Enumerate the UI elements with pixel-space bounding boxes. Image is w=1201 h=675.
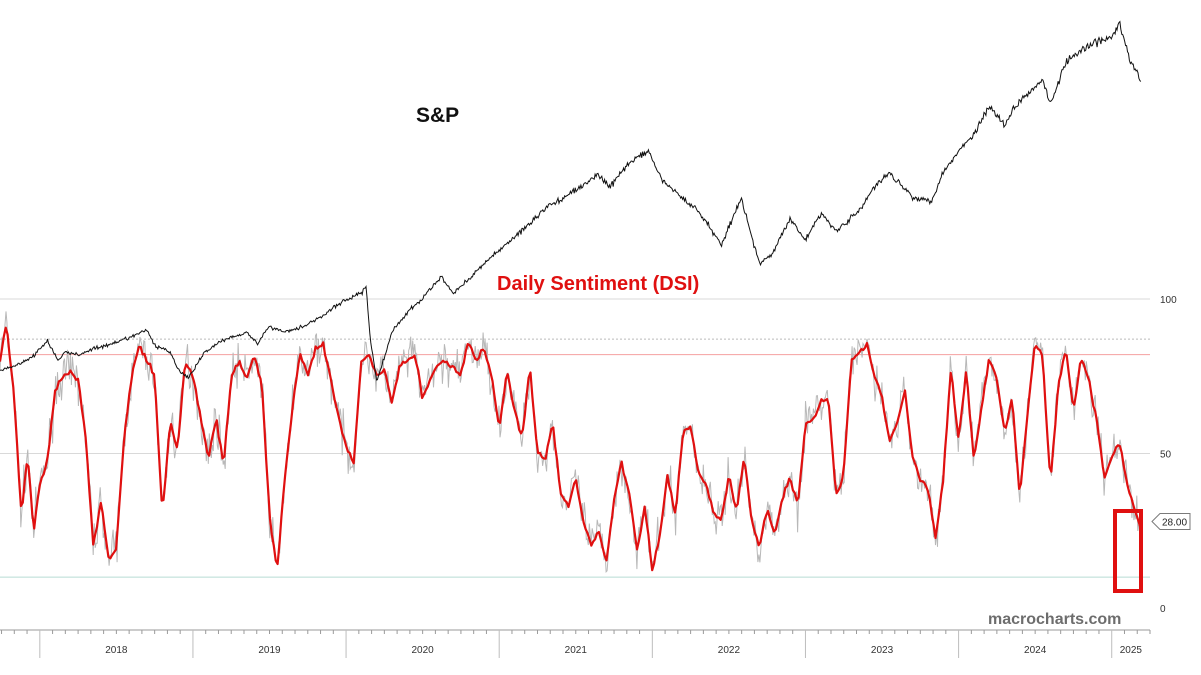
y-tick-label-50: 50 (1160, 450, 1172, 461)
x-tick-label-2020: 2020 (412, 645, 435, 656)
x-tick-label-2021: 2021 (565, 645, 588, 656)
x-tick-label-2018: 2018 (105, 645, 128, 656)
dsi-smooth-line (0, 326, 1142, 572)
watermark: macrocharts.com (988, 611, 1122, 628)
grid-layer (0, 298, 1150, 578)
dsi-smooth-series (0, 326, 1142, 572)
sp-title: S&P (416, 104, 460, 127)
current-value-flag (1151, 512, 1191, 530)
x-tick-label-2019: 2019 (258, 645, 281, 656)
sp-price-series (0, 20, 1142, 381)
x-tick-label-2024: 2024 (1024, 645, 1047, 656)
y-tick-label-100: 100 (1160, 295, 1177, 306)
sp-price-line (0, 20, 1142, 381)
x-tick-label-2023: 2023 (871, 645, 894, 656)
current-value-label: 28.00 (1162, 517, 1187, 528)
highlight-box (1113, 509, 1143, 593)
overlay-layer (1113, 509, 1143, 593)
y-tick-label-0: 0 (1160, 604, 1166, 615)
axes-layer: 2018 2019 2020 2021 2022 2023 2024 2025 100 50 0 28… (0, 295, 1191, 658)
dsi-raw-series (0, 311, 1142, 573)
x-tick-label-2025: 2025 (1120, 645, 1143, 656)
x-tick-label-2022: 2022 (718, 645, 741, 656)
dsi-raw-line (0, 311, 1142, 573)
dsi-title: Daily Sentiment (DSI) (497, 273, 700, 295)
